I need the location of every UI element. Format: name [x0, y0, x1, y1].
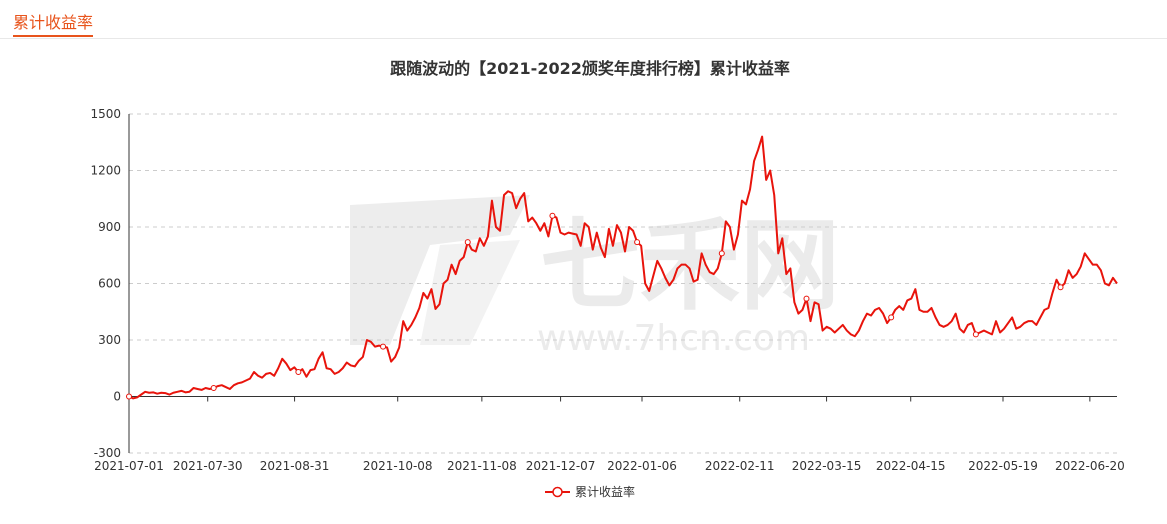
tab-cumulative-return[interactable]: 累计收益率 — [13, 12, 94, 37]
x-tick-label: 2022-03-15 — [792, 459, 862, 473]
tab-bar: 累计收益率 — [0, 0, 1167, 39]
y-tick-label: -300 — [94, 446, 121, 460]
series-point — [1057, 284, 1064, 291]
legend[interactable]: 累计收益率 — [545, 484, 635, 499]
legend-marker-icon — [552, 486, 563, 498]
y-tick-label: 1200 — [90, 164, 121, 178]
x-tick-label: 2022-05-19 — [968, 459, 1038, 473]
x-tick-label: 2021-12-07 — [526, 459, 596, 473]
series-point — [380, 343, 387, 350]
series-point — [803, 295, 810, 302]
y-tick-label: 1500 — [90, 107, 121, 121]
x-tick-label: 2021-07-30 — [173, 459, 243, 473]
y-tick-label: 0 — [113, 390, 121, 404]
x-tick-label: 2021-08-31 — [260, 459, 330, 473]
x-tick-label: 2021-07-01 — [94, 459, 164, 473]
series-point — [972, 331, 979, 338]
watermark-url: www.7hcn.com — [537, 318, 810, 359]
series-point — [464, 239, 471, 246]
y-tick-label: 900 — [98, 220, 121, 234]
series-point — [634, 239, 641, 246]
watermark: 七禾网 www.7hcn.com — [350, 195, 840, 359]
watermark-logo-stroke — [420, 240, 520, 345]
legend-label: 累计收益率 — [575, 484, 635, 499]
series-layer — [126, 135, 1118, 400]
x-tick-label: 2022-01-06 — [607, 459, 677, 473]
x-tick-label: 2021-10-08 — [363, 459, 433, 473]
series-point — [718, 250, 725, 257]
series-point — [126, 393, 132, 400]
y-axis-ticks: -300 0 300 600 900 1200 1500 — [90, 107, 121, 460]
series-point — [295, 369, 302, 376]
x-tick-label: 2022-02-11 — [705, 459, 775, 473]
watermark-logo-icon — [350, 195, 530, 345]
x-tick-label: 2021-11-08 — [447, 459, 517, 473]
series-point — [549, 212, 556, 219]
chart-title: 跟随波动的【2021-2022颁奖年度排行榜】累计收益率 — [390, 59, 790, 78]
y-tick-label: 300 — [98, 333, 121, 347]
series-point — [888, 314, 895, 321]
x-axis-ticks: 2021-07-01 2021-07-30 2021-08-31 2021-10-08… — [94, 396, 1125, 473]
x-tick-label: 2022-04-15 — [876, 459, 946, 473]
x-tick-label: 2022-06-20 — [1055, 459, 1125, 473]
series-line-cumulative-return — [128, 135, 1118, 400]
series-point — [210, 385, 217, 392]
y-tick-label: 600 — [98, 277, 121, 291]
